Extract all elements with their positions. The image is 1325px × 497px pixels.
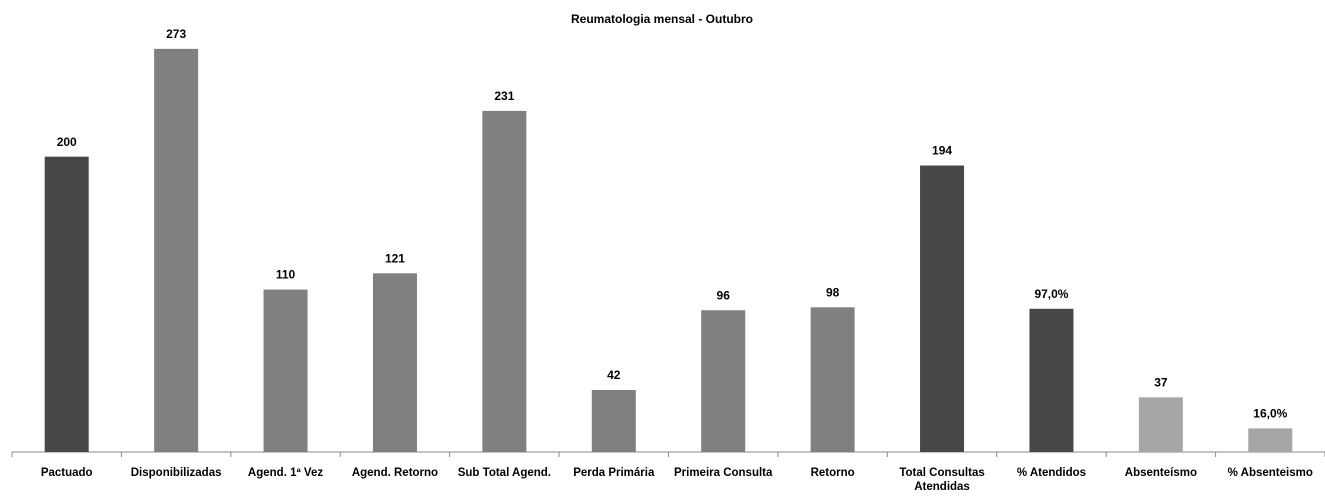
- bar: [44, 156, 89, 452]
- bar: [1248, 428, 1293, 452]
- data-label: 273: [166, 27, 186, 41]
- bar: [701, 310, 746, 452]
- bar: [372, 273, 417, 452]
- x-tick-label: Sub Total Agend.: [457, 467, 552, 479]
- chart-title: Reumatologia mensal - Outubro: [571, 12, 753, 26]
- data-label: 231: [494, 89, 514, 103]
- x-tick-label: % Atendidos: [1016, 467, 1087, 479]
- data-label: 121: [385, 251, 405, 265]
- x-tick-label: Disponibilizadas: [130, 467, 222, 479]
- data-label: 97,0%: [1034, 287, 1068, 301]
- data-label: 16,0%: [1253, 407, 1287, 421]
- bar: [482, 110, 527, 452]
- bar: [1138, 397, 1183, 452]
- bar: [263, 289, 308, 452]
- bar: [591, 389, 636, 452]
- data-label: 96: [717, 288, 731, 302]
- data-label: 37: [1154, 376, 1168, 390]
- data-label: 110: [276, 268, 296, 282]
- x-tick-label: Total Consultas Atendidas: [899, 467, 985, 493]
- data-label: 200: [57, 135, 77, 149]
- bar: [1029, 308, 1074, 452]
- x-tick-label: Absenteísmo: [1124, 467, 1197, 479]
- x-tick-label: Pactuado: [40, 467, 93, 479]
- data-label: 42: [607, 368, 621, 382]
- bar: [920, 165, 965, 452]
- bar: [810, 307, 855, 452]
- bar: [154, 48, 199, 453]
- x-tick-label: Retorno: [810, 467, 855, 479]
- x-tick-label: Perda Primária: [573, 467, 655, 479]
- x-tick-label: Agend. Retorno: [351, 467, 439, 479]
- x-tick-label: Agend. 1ª Vez: [247, 467, 324, 479]
- x-tick-label: % Absenteismo: [1227, 467, 1313, 479]
- data-label: 98: [826, 285, 840, 299]
- data-label: 194: [932, 144, 952, 158]
- x-tick-label: Primeira Consulta: [673, 467, 773, 479]
